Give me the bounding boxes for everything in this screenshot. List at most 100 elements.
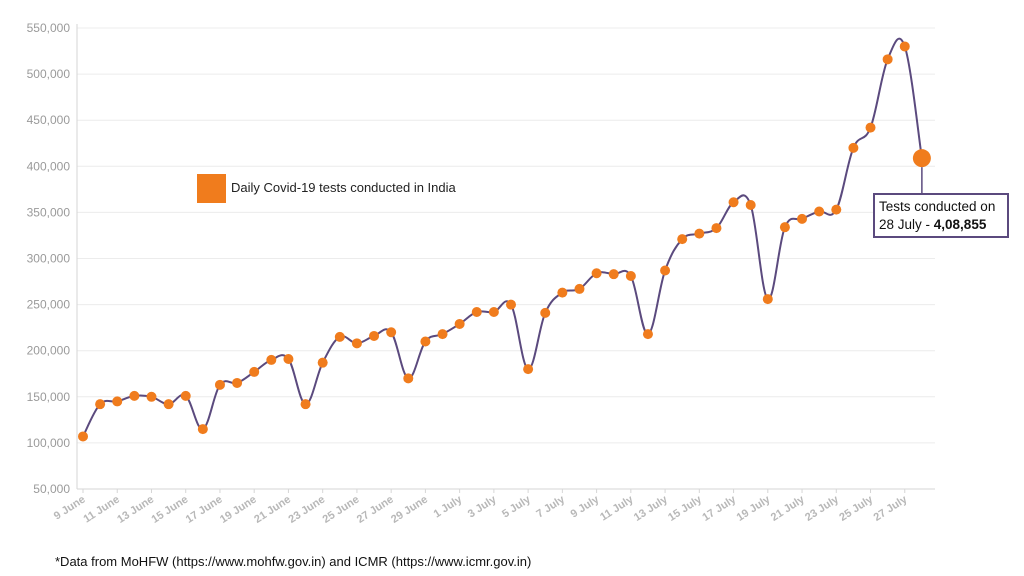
data-point: [677, 234, 688, 245]
legend-swatch: [197, 174, 226, 203]
y-tick-label: 500,000: [27, 67, 71, 81]
y-tick-label: 550,000: [27, 21, 71, 35]
x-tick-label: 15 July: [666, 493, 705, 524]
data-point: [608, 269, 619, 280]
data-point: [642, 329, 653, 340]
x-tick-label: 19 July: [735, 493, 774, 524]
data-point: [865, 122, 876, 133]
x-tick-label: 17 June: [184, 493, 225, 525]
data-point: [112, 396, 123, 407]
highlighted-data-point: [912, 149, 931, 168]
x-tick-label: 11 July: [598, 493, 636, 524]
legend-label: Daily Covid-19 tests conducted in India: [231, 180, 457, 195]
y-tick-label: 300,000: [27, 252, 71, 266]
data-point: [437, 329, 448, 340]
data-point: [403, 373, 414, 384]
y-tick-label: 450,000: [27, 113, 71, 127]
data-point: [523, 364, 534, 375]
y-axis: 50,000 100,000 150,000 200,000 250,000 300,00…: [27, 21, 78, 496]
data-point: [214, 379, 225, 390]
x-tick-label: 3 July: [466, 493, 499, 521]
data-point: [728, 197, 739, 208]
data-point: [283, 353, 294, 364]
data-point: [386, 327, 397, 338]
data-point: [266, 354, 277, 365]
callout-line1: Tests conducted on: [879, 199, 995, 214]
source-footnote: *Data from MoHFW (https://www.mohfw.gov.…: [55, 554, 532, 569]
x-tick-label: 13 July: [632, 493, 671, 524]
data-point: [129, 390, 140, 401]
data-point: [369, 330, 380, 341]
data-point: [351, 338, 362, 349]
x-tick-label: 17 July: [700, 493, 739, 524]
data-point: [95, 399, 106, 410]
x-tick-label: 25 July: [837, 493, 876, 524]
y-tick-label: 350,000: [27, 205, 71, 219]
x-tick-label: 15 June: [149, 493, 190, 525]
data-point: [882, 54, 893, 65]
data-point: [660, 265, 671, 276]
x-tick-label: 5 July: [500, 493, 533, 521]
data-point: [249, 366, 260, 377]
data-point: [163, 399, 174, 410]
data-point: [540, 307, 551, 318]
x-tick-label: 1 July: [432, 493, 465, 521]
data-point: [745, 200, 756, 211]
data-point: [488, 306, 499, 317]
y-tick-label: 400,000: [27, 159, 71, 173]
x-tick-label: 11 June: [81, 493, 121, 525]
data-point: [625, 271, 636, 282]
data-point: [317, 357, 328, 368]
x-tick-label: 23 July: [803, 493, 842, 524]
y-tick-label: 50,000: [33, 482, 70, 496]
y-tick-label: 100,000: [27, 436, 71, 450]
data-point: [694, 228, 705, 239]
data-point: [557, 287, 568, 298]
y-tick-label: 250,000: [27, 298, 71, 312]
data-point: [779, 222, 790, 233]
callout: Tests conducted on 28 July - 4,08,855: [873, 193, 1009, 238]
grid-lines: [77, 27, 935, 490]
data-point: [454, 318, 465, 329]
data-point: [506, 299, 516, 310]
data-points: [78, 41, 931, 442]
series-line: [82, 37, 923, 437]
x-tick-label: 21 July: [769, 493, 808, 524]
callout-box: [873, 193, 1009, 238]
x-tick-label: 29 June: [389, 493, 430, 525]
data-point: [300, 399, 311, 410]
data-point: [831, 204, 842, 215]
y-tick-label: 150,000: [27, 390, 71, 404]
data-point: [899, 41, 910, 52]
x-tick-label: 27 July: [872, 493, 911, 524]
data-point: [334, 331, 345, 342]
legend: Daily Covid-19 tests conducted in India: [197, 174, 457, 203]
x-tick-label: 7 July: [534, 493, 567, 521]
data-point: [471, 306, 482, 317]
data-point: [78, 431, 88, 442]
data-point: [711, 223, 722, 234]
data-point: [146, 391, 157, 402]
data-point: [232, 377, 243, 388]
x-tick-label: 19 June: [218, 493, 259, 525]
callout-date: 28 July -: [879, 217, 934, 232]
data-point: [197, 424, 208, 435]
data-point: [591, 268, 602, 279]
data-point: [797, 213, 808, 224]
x-tick-label: 23 June: [286, 493, 327, 525]
data-point: [180, 390, 191, 401]
x-tick-label: 27 June: [355, 493, 396, 525]
x-tick-label: 25 June: [321, 493, 362, 525]
x-tick-label: 21 June: [252, 493, 293, 525]
data-point: [574, 283, 585, 294]
data-point: [762, 294, 773, 305]
data-point: [814, 206, 825, 217]
data-point: [420, 336, 431, 347]
x-tick-label: 13 June: [115, 493, 156, 525]
data-point: [848, 142, 859, 153]
callout-line2: 28 July - 4,08,855: [879, 217, 987, 232]
x-tick-label: 9 July: [569, 493, 602, 521]
y-tick-label: 200,000: [27, 344, 71, 358]
